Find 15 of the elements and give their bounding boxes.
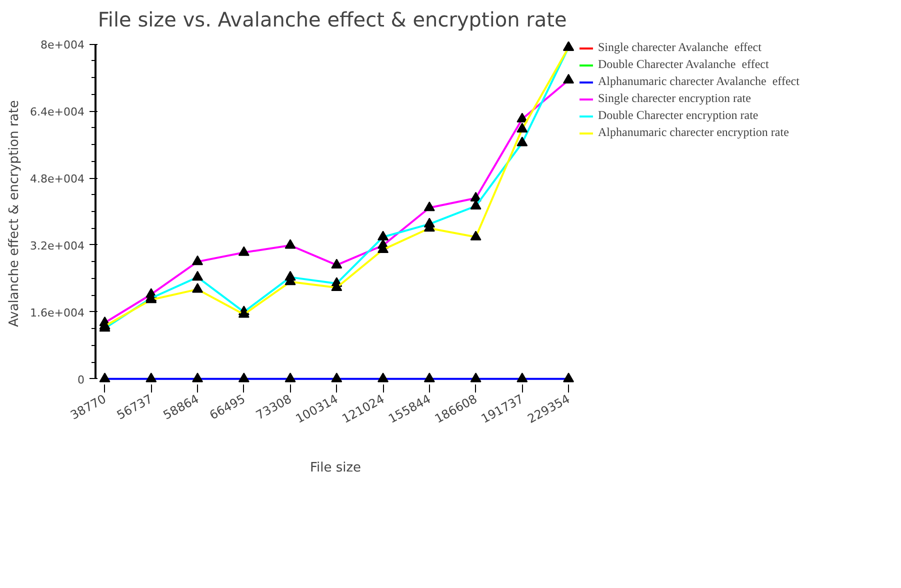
y-tick-label: 6.4e+004 [30,106,85,119]
legend-label: Double Charecter Avalanche effect [598,57,769,72]
x-axis-title: File size [310,460,362,476]
y-tick-label: 3.2e+004 [30,239,85,252]
legend-label: Alphanumaric charecter Avalanche effect [598,74,800,89]
y-tick-label: 4.8e+004 [30,172,85,186]
legend-label: Alphanumaric charecter encryption rate [598,125,789,140]
y-tick-label: 0 [78,373,84,386]
legend-label: Single charecter encryption rate [598,91,751,106]
y-tick-label: 1.6e+004 [30,306,85,320]
legend-label: Double Charecter encryption rate [598,108,758,123]
y-axis-title: Avalanche effect & encryption rate [7,100,22,327]
chart-title: File size vs. Avalanche effect & encryption rate [98,8,567,32]
y-tick-label: 8e+004 [40,38,85,52]
legend-label: Single charecter Avalanche effect [598,40,762,55]
